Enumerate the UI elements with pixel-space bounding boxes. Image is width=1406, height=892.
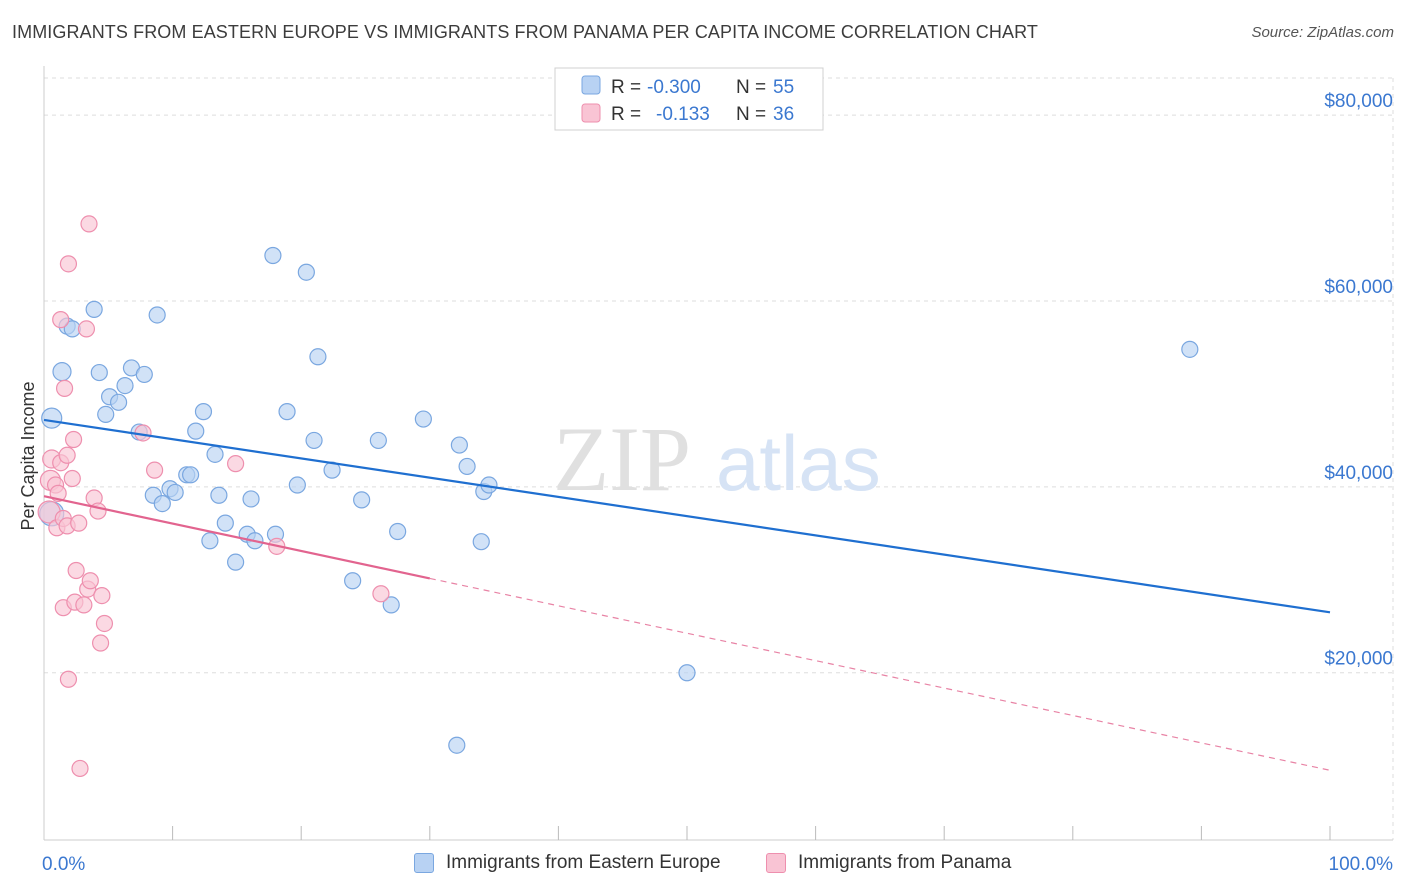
point-eastern-europe bbox=[309, 348, 327, 366]
trendline-eastern-europe bbox=[43, 418, 1331, 614]
point-panama bbox=[77, 320, 96, 338]
y-axis-label: Per Capita Income bbox=[18, 381, 38, 530]
y-tick-label: $20,000 bbox=[1324, 649, 1393, 670]
point-eastern-europe bbox=[288, 476, 306, 494]
point-eastern-europe bbox=[41, 407, 63, 429]
point-panama bbox=[93, 587, 111, 605]
legend-r-label-1: R = bbox=[611, 77, 641, 98]
y-tick-label: $80,000 bbox=[1324, 91, 1393, 112]
point-panama bbox=[52, 311, 70, 329]
point-eastern-europe bbox=[148, 306, 166, 324]
legend-r-value-1: -0.300 bbox=[647, 77, 701, 98]
point-eastern-europe bbox=[389, 522, 407, 541]
legend-label-panama: Immigrants from Panama bbox=[798, 852, 1012, 873]
series-panama bbox=[37, 215, 390, 778]
point-eastern-europe bbox=[52, 362, 72, 382]
point-eastern-europe bbox=[85, 300, 103, 318]
point-eastern-europe bbox=[216, 514, 234, 532]
point-eastern-europe bbox=[182, 466, 200, 484]
point-panama bbox=[80, 215, 98, 233]
point-eastern-europe bbox=[448, 736, 466, 754]
watermark: ZIP atlas bbox=[553, 408, 881, 510]
point-panama bbox=[372, 585, 390, 603]
tick-labels: $20,000 $40,000 $60,000 $80,000 0.0% 100.0% bbox=[42, 91, 1393, 875]
point-eastern-europe bbox=[166, 483, 184, 502]
point-panama bbox=[75, 596, 93, 614]
point-eastern-europe bbox=[242, 490, 260, 508]
y-tick-label: $40,000 bbox=[1324, 463, 1393, 484]
point-eastern-europe bbox=[201, 532, 219, 550]
series-layer bbox=[37, 215, 1199, 778]
point-panama bbox=[71, 759, 89, 778]
trendline-dashed-panama bbox=[429, 577, 1331, 771]
y-tick-label: $60,000 bbox=[1324, 277, 1393, 298]
point-eastern-europe bbox=[278, 403, 296, 421]
legend-label-eastern-europe: Immigrants from Eastern Europe bbox=[446, 852, 721, 873]
point-eastern-europe bbox=[472, 533, 490, 551]
legend-swatch-pink bbox=[581, 103, 601, 123]
point-eastern-europe bbox=[297, 263, 315, 281]
point-panama bbox=[227, 455, 245, 473]
point-eastern-europe bbox=[210, 486, 228, 504]
legend-n-value-1: 55 bbox=[773, 77, 794, 98]
point-eastern-europe bbox=[194, 403, 213, 421]
point-eastern-europe bbox=[90, 363, 108, 382]
point-panama bbox=[55, 379, 74, 397]
point-panama bbox=[67, 561, 85, 580]
point-eastern-europe bbox=[678, 664, 696, 682]
point-panama bbox=[63, 469, 81, 488]
point-panama bbox=[64, 430, 83, 449]
source-attribution: Source: ZipAtlas.com bbox=[1251, 24, 1394, 41]
point-panama bbox=[58, 446, 76, 464]
legend-swatch-blue bbox=[581, 75, 601, 95]
point-eastern-europe bbox=[116, 376, 134, 395]
point-eastern-europe bbox=[264, 246, 282, 265]
point-eastern-europe bbox=[153, 495, 171, 513]
legend-n-label-2: N = bbox=[736, 104, 766, 125]
point-eastern-europe bbox=[382, 596, 400, 614]
series-eastern-europe bbox=[39, 246, 1199, 754]
legend-item-panama[interactable]: Immigrants from Panama bbox=[766, 852, 1011, 874]
trendline-panama bbox=[43, 495, 431, 580]
legend-top: R = -0.300 N = 55 R = -0.133 N = 36 bbox=[554, 67, 824, 131]
legend-swatch-eastern-europe bbox=[414, 853, 434, 873]
point-eastern-europe bbox=[414, 410, 432, 428]
point-panama bbox=[145, 461, 164, 479]
point-panama bbox=[59, 255, 78, 273]
legend-n-value-2: 36 bbox=[773, 104, 794, 125]
legend-item-eastern-europe[interactable]: Immigrants from Eastern Europe bbox=[414, 852, 721, 874]
point-panama bbox=[91, 634, 110, 652]
chart-title: IMMIGRANTS FROM EASTERN EUROPE VS IMMIGR… bbox=[12, 22, 1038, 42]
point-eastern-europe bbox=[187, 422, 205, 440]
point-panama bbox=[59, 670, 78, 688]
watermark-atlas: atlas bbox=[716, 419, 881, 507]
point-eastern-europe bbox=[450, 436, 468, 454]
legend-bottom: Immigrants from Eastern Europe Immigrant… bbox=[0, 852, 1406, 878]
point-eastern-europe bbox=[1181, 340, 1199, 358]
legend-r-value-2: -0.133 bbox=[656, 104, 710, 125]
point-eastern-europe bbox=[109, 393, 128, 411]
x-tick-label: 100.0% bbox=[1329, 854, 1394, 875]
point-eastern-europe bbox=[458, 457, 476, 476]
point-panama bbox=[81, 572, 99, 590]
legend-n-label-1: N = bbox=[736, 77, 766, 98]
trend-layer bbox=[43, 418, 1331, 771]
watermark-zip: ZIP bbox=[553, 408, 691, 510]
point-eastern-europe bbox=[227, 553, 245, 571]
x-tick-label: 0.0% bbox=[42, 854, 85, 875]
point-eastern-europe bbox=[135, 365, 153, 384]
point-eastern-europe bbox=[206, 445, 224, 463]
point-panama bbox=[95, 614, 114, 633]
legend-swatch-panama bbox=[766, 853, 786, 873]
point-eastern-europe bbox=[305, 431, 323, 450]
point-eastern-europe bbox=[97, 405, 115, 423]
point-eastern-europe bbox=[353, 491, 371, 509]
legend-r-label-2: R = bbox=[611, 104, 641, 125]
axes bbox=[43, 66, 1393, 841]
point-eastern-europe bbox=[344, 572, 362, 590]
point-eastern-europe bbox=[369, 431, 387, 450]
point-panama bbox=[70, 514, 88, 532]
